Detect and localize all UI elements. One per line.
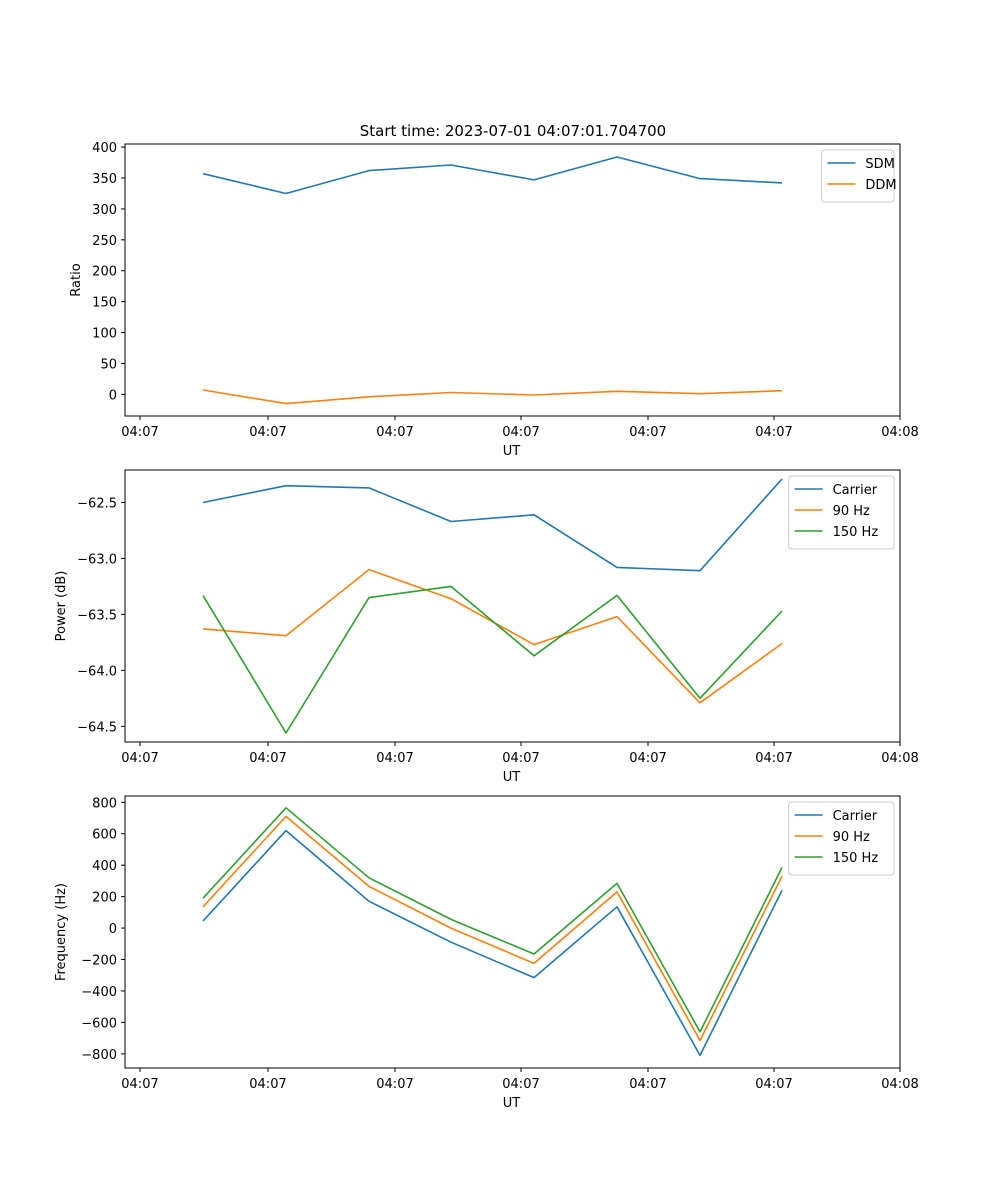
y-tick-label: 350	[92, 172, 117, 187]
legend-label: Carrier	[833, 483, 878, 498]
y-tick-label: 600	[92, 828, 117, 843]
y-tick-label: −63.5	[77, 608, 117, 623]
x-axis-label: UT	[503, 770, 521, 785]
x-axis-label: UT	[503, 1096, 521, 1111]
series-line-ddm	[202, 389, 783, 405]
legend-label: 90 Hz	[833, 504, 870, 519]
x-tick-label: 04:07	[629, 751, 666, 766]
y-tick-label: −600	[81, 1016, 117, 1031]
x-tick-label: 04:07	[502, 1077, 539, 1092]
legend-label: 150 Hz	[833, 851, 879, 866]
y-tick-label: −200	[81, 954, 117, 969]
x-tick-label: 04:07	[755, 751, 792, 766]
subplot-2: 04:07 04:07 04:07 04:07 04:07 04:07 04:08 −62.5…	[54, 469, 919, 785]
x-tick-label: 04:07	[502, 425, 539, 440]
legend-label: SDM	[865, 157, 894, 172]
x-tick-label: 04:07	[249, 751, 286, 766]
series-line-150-hz	[202, 585, 783, 734]
x-tick-label: 04:07	[121, 425, 158, 440]
series-line-150-hz	[202, 806, 783, 1033]
legend: Carrier 90 Hz 150 Hz	[788, 475, 895, 550]
y-axis-label: Power (dB)	[54, 571, 69, 642]
x-tick-label: 04:08	[881, 1077, 918, 1092]
y-tick-label: 250	[92, 234, 117, 249]
legend: SDM DDM	[820, 149, 897, 203]
y-tick-label: 400	[92, 859, 117, 874]
axes-frame	[124, 469, 901, 743]
x-tick-label: 04:07	[629, 425, 666, 440]
x-tick-label: 04:08	[881, 425, 918, 440]
subplot-3: 04:07 04:07 04:07 04:07 04:07 04:07 04:08 800 60…	[54, 795, 919, 1111]
x-tick-label: 04:07	[249, 425, 286, 440]
series-line-carrier	[202, 829, 783, 1057]
x-tick-label: 04:07	[121, 1077, 158, 1092]
y-tick-label: −64.5	[77, 720, 117, 735]
y-tick-label: −400	[81, 985, 117, 1000]
series-line-90-hz	[202, 815, 783, 1042]
y-tick-label: −63.0	[77, 552, 117, 567]
legend-label: Carrier	[833, 809, 878, 824]
legend-label: 150 Hz	[833, 525, 879, 540]
x-tick-label: 04:07	[755, 1077, 792, 1092]
x-tick-label: 04:07	[376, 751, 413, 766]
x-tick-label: 04:07	[376, 425, 413, 440]
x-axis-label: UT	[503, 444, 521, 459]
subplot-1: 04:07 04:07 04:07 04:07 04:07 04:07 04:08 0 50 10…	[69, 141, 919, 459]
x-tick-label: 04:07	[502, 751, 539, 766]
series-line-carrier	[202, 478, 783, 572]
subplots: 04:07 04:07 04:07 04:07 04:07 04:07 04:08 0 50 10…	[54, 141, 919, 1111]
y-tick-label: 300	[92, 203, 117, 218]
y-tick-label: −64.0	[77, 664, 117, 679]
y-axis-label: Ratio	[69, 263, 84, 296]
y-tick-label: 100	[92, 327, 117, 342]
y-tick-label: 50	[100, 357, 117, 372]
x-tick-label: 04:07	[755, 425, 792, 440]
x-tick-label: 04:07	[376, 1077, 413, 1092]
y-tick-label: 0	[109, 922, 117, 937]
figure-title: Start time: 2023-07-01 04:07:01.704700	[360, 122, 666, 140]
axes-frame	[124, 795, 901, 1069]
y-tick-label: 0	[109, 388, 117, 403]
series-line-sdm	[202, 156, 783, 195]
x-tick-label: 04:07	[629, 1077, 666, 1092]
y-tick-label: 200	[92, 265, 117, 280]
y-tick-label: 800	[92, 796, 117, 811]
y-tick-label: 400	[92, 141, 117, 156]
legend: Carrier 90 Hz 150 Hz	[788, 801, 895, 876]
x-tick-label: 04:07	[121, 751, 158, 766]
axes-frame	[124, 143, 901, 417]
y-tick-label: −62.5	[77, 496, 117, 511]
y-tick-label: 150	[92, 296, 117, 311]
legend-label: DDM	[865, 178, 896, 193]
legend-label: 90 Hz	[833, 830, 870, 845]
x-tick-label: 04:08	[881, 751, 918, 766]
y-tick-label: −800	[81, 1048, 117, 1063]
y-axis-label: Frequency (Hz)	[54, 883, 69, 981]
x-tick-label: 04:07	[249, 1077, 286, 1092]
y-tick-label: 200	[92, 891, 117, 906]
